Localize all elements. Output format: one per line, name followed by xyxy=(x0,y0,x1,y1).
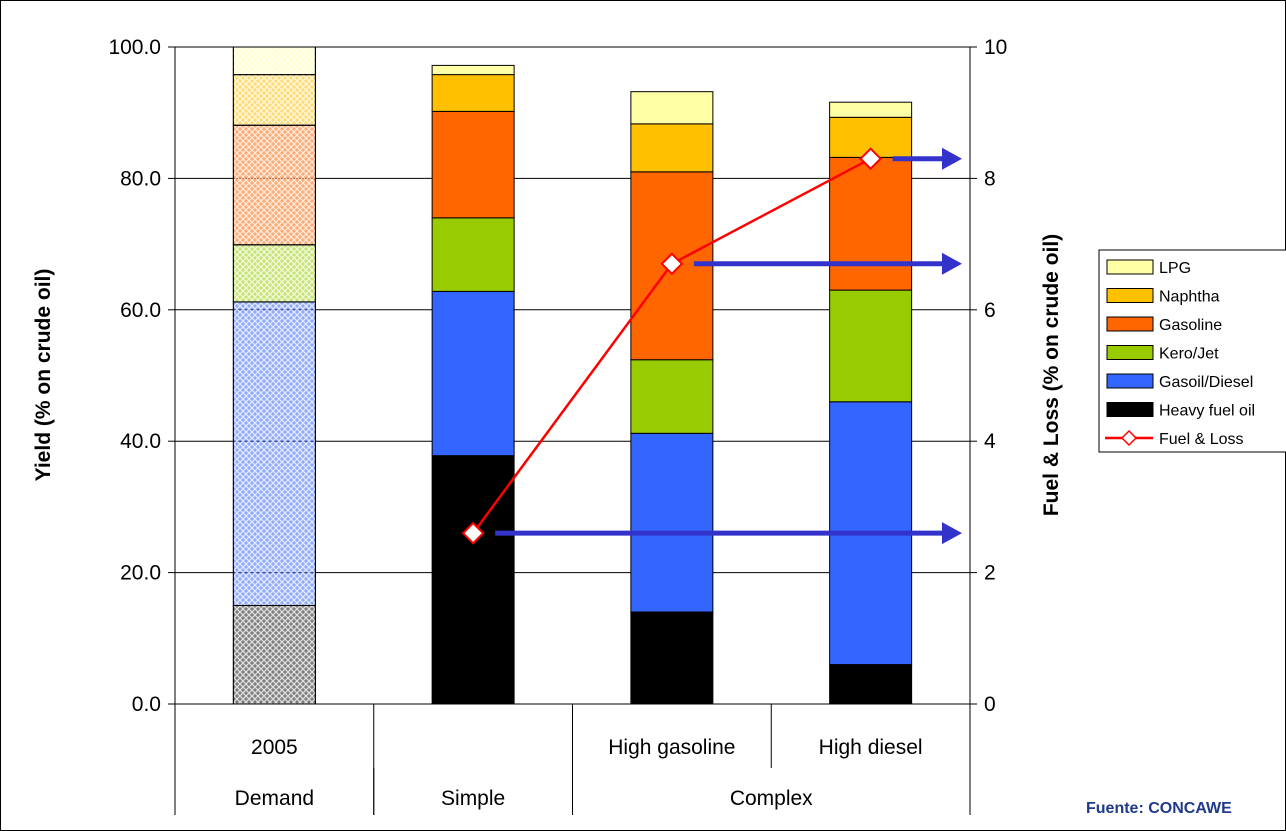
y2-tick-label: 0 xyxy=(984,693,996,716)
bar-segment-lpg xyxy=(829,101,913,118)
bar-segment-heavy-fuel-oil xyxy=(829,664,913,705)
bar-hatch-overlay xyxy=(232,604,316,705)
arrow-head xyxy=(942,252,962,275)
y-tick-label: 20.0 xyxy=(120,562,161,585)
legend-marker-swatch xyxy=(1120,429,1138,447)
legend-swatch xyxy=(1106,288,1154,303)
category-label: High diesel xyxy=(819,736,923,759)
bar-hatch-overlay xyxy=(232,74,316,126)
bar-segment-gasoline xyxy=(829,156,913,291)
y-tick-label: 100.0 xyxy=(108,36,161,59)
source-note: Fuente: CONCAWE xyxy=(1086,800,1232,817)
arrow-head xyxy=(942,522,962,545)
legend-label: LPG xyxy=(1159,260,1191,277)
legend-swatch xyxy=(1106,316,1154,332)
y-tick-label: 40.0 xyxy=(120,430,161,453)
bar-segment-lpg xyxy=(431,64,515,76)
group-label: Demand xyxy=(235,787,314,810)
legend-swatch xyxy=(1106,345,1154,360)
y2-tick-label: 6 xyxy=(984,299,996,322)
y2-axis-title: Fuel & Loss (% on crude oil) xyxy=(1040,234,1063,516)
group-label: Complex xyxy=(730,787,813,810)
y2-tick-label: 10 xyxy=(984,36,1007,59)
legend-label: Kero/Jet xyxy=(1159,346,1219,363)
bar-segment-gasoline xyxy=(431,110,515,219)
legend-swatch xyxy=(1106,402,1154,417)
legend-label: Gasoline xyxy=(1159,317,1222,334)
legend-label: Naphtha xyxy=(1159,289,1220,306)
stacked-bars xyxy=(232,46,913,705)
y-tick-label: 0.0 xyxy=(132,693,161,716)
bar-segment-kero-jet xyxy=(431,217,515,292)
bar-hatch-overlay xyxy=(232,46,316,76)
bar-segment-lpg xyxy=(630,91,714,125)
bar-hatch-overlay xyxy=(232,124,316,246)
y-tick-label: 80.0 xyxy=(120,167,161,190)
legend-label: Fuel & Loss xyxy=(1159,431,1243,448)
annotation-arrows xyxy=(495,147,962,545)
group-label: Simple xyxy=(441,787,505,810)
y2-tick-label: 2 xyxy=(984,562,996,585)
fuel-loss-line xyxy=(461,147,883,545)
category-label: High gasoline xyxy=(608,736,735,759)
y2-tick-label: 4 xyxy=(984,430,996,453)
bar-segment-gasoil-diesel xyxy=(630,432,714,613)
y-axis-title: Yield (% on crude oil) xyxy=(32,269,55,482)
fuel-loss-marker xyxy=(859,147,883,171)
arrow-head xyxy=(942,147,962,170)
axes: 0.0 20.0 40.0 60.0 80.0 100.0 0 2 4 6 8 10 xyxy=(108,36,1007,716)
legend-swatch xyxy=(1106,259,1154,275)
category-label: 2005 xyxy=(251,736,298,759)
legend-swatch xyxy=(1106,373,1154,389)
bar-segment-kero-jet xyxy=(630,359,714,434)
bar-hatch-overlay xyxy=(232,301,316,606)
bar-segment-gasoil-diesel xyxy=(431,290,515,457)
category-axis: Demand Simple Complex 2005 High gasoline High… xyxy=(174,704,971,815)
y-tick-label: 60.0 xyxy=(120,299,161,322)
legend-label: Gasoil/Diesel xyxy=(1159,374,1253,391)
bar-segment-naphtha xyxy=(431,74,515,112)
fuel-loss-marker xyxy=(461,521,485,545)
fuel-loss-marker xyxy=(660,252,684,276)
bar-segment-kero-jet xyxy=(829,289,913,403)
y2-tick-label: 8 xyxy=(984,167,996,190)
legend-label: Heavy fuel oil xyxy=(1159,403,1255,420)
bar-hatch-overlay xyxy=(232,244,316,303)
bar-segment-naphtha xyxy=(630,123,714,173)
bar-segment-heavy-fuel-oil xyxy=(630,611,714,705)
legend: LPG Naphtha Gasoline Kero/Jet Gasoil/Diesel H… xyxy=(1098,249,1286,453)
